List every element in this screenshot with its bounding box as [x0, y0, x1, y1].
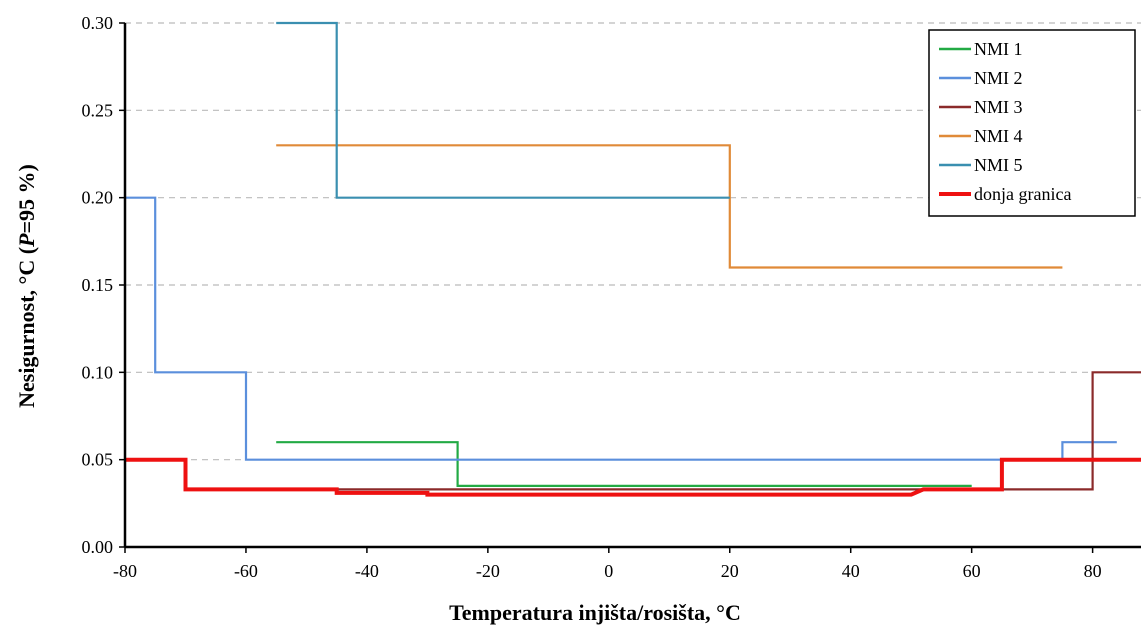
x-tick-label: -80: [113, 561, 137, 581]
y-axis-title: Nesigurnost, °C (P=95 %): [14, 164, 39, 408]
legend-label-6: donja granica: [974, 184, 1071, 204]
series-line-6: [125, 457, 1141, 497]
legend-label-3: NMI 3: [974, 97, 1023, 117]
x-tick-label: -40: [355, 561, 379, 581]
x-tick-label: 60: [963, 561, 981, 581]
x-tick-label: 20: [721, 561, 739, 581]
x-tick-label: 80: [1084, 561, 1102, 581]
y-axis-title-part-3: =95 %): [14, 164, 39, 233]
series-line-1: [276, 441, 972, 487]
y-tick-label: 0.00: [82, 537, 114, 557]
y-axis-title-part-1: Nesigurnost, °C (: [14, 247, 39, 408]
x-tick-label: -60: [234, 561, 258, 581]
legend-label-1: NMI 1: [974, 39, 1023, 59]
y-tick-label: 0.15: [82, 275, 114, 295]
series-lines: [125, 21, 1141, 497]
series-line-2: [125, 196, 1117, 461]
legend-label-5: NMI 5: [974, 155, 1023, 175]
legend-label-4: NMI 4: [974, 126, 1023, 146]
legend: NMI 1 NMI 2 NMI 3 NMI 4 NMI 5 donja granica: [928, 29, 1136, 217]
series-line-3: [336, 371, 1141, 491]
x-tick-label: 0: [604, 561, 613, 581]
x-axis-title: Temperatura injišta/rosišta, °C: [449, 600, 741, 625]
legend-box: [928, 29, 1136, 217]
legend-label-2: NMI 2: [974, 68, 1023, 88]
y-tick-label: 0.20: [82, 188, 114, 208]
y-tick-label: 0.10: [82, 362, 114, 382]
tick-labels: -80 -60 -40 -20 0 20 40 60 80 0.00 0.05 0.10 0.15 0.2…: [82, 13, 1102, 581]
y-axis-title-part-2: P: [14, 233, 39, 248]
series-line-4: [276, 144, 1063, 269]
x-tick-label: -20: [476, 561, 500, 581]
y-tick-label: 0.05: [82, 450, 114, 470]
y-tick-label: 0.30: [82, 13, 114, 33]
x-tick-label: 40: [842, 561, 860, 581]
series-line-5: [276, 21, 730, 199]
y-tick-label: 0.25: [82, 100, 114, 120]
